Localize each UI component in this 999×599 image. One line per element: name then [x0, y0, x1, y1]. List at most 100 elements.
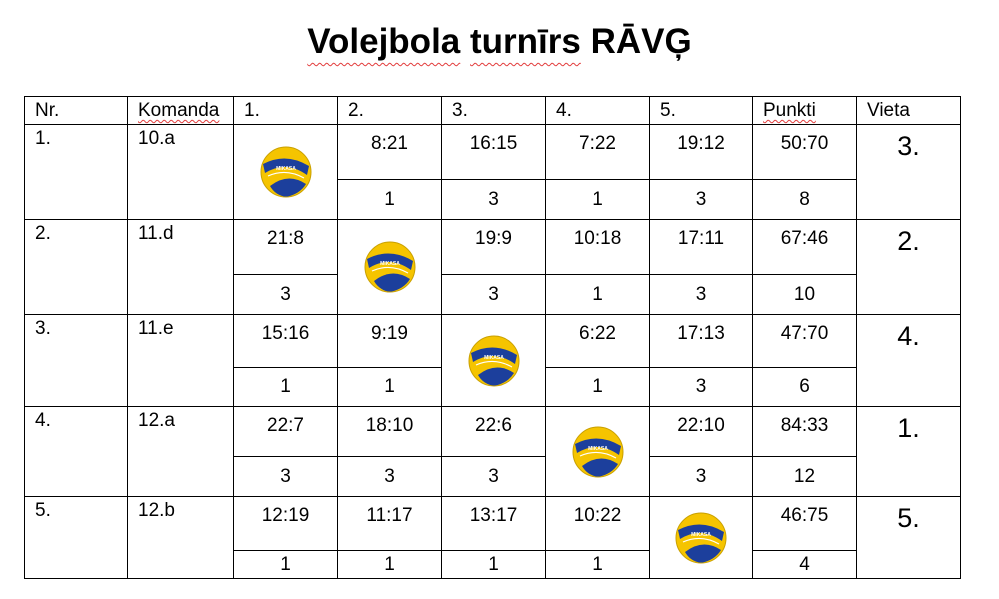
match-score: 19:12 [649, 124, 753, 180]
svg-text:MIKASA: MIKASA [276, 166, 296, 172]
table-row: 2. 11.d 21:8 MIKASA 19:9 10:18 17:11 67:46 2. [24, 219, 961, 315]
team-name: 12.a [127, 406, 234, 497]
match-points: 1 [545, 179, 650, 220]
match-points: 3 [649, 367, 753, 407]
header-row: Nr. Komanda 1. 2. 3. 4. 5. Punkti Vieta [24, 96, 961, 125]
title-word-3: RĀVĢ [590, 22, 692, 61]
total-points: 12 [752, 456, 857, 497]
team-name: 11.e [127, 314, 234, 407]
volleyball-icon: MIKASA [572, 426, 623, 477]
match-score: 9:19 [337, 314, 442, 368]
match-score: 22:6 [441, 406, 546, 457]
header-team: Komanda [127, 96, 234, 125]
total-score: 47:70 [752, 314, 857, 368]
title-word-2: turnīrs [470, 22, 581, 61]
volleyball-icon: MIKASA [675, 512, 727, 563]
team-place: 3. [856, 124, 961, 220]
header-points: Punkti [752, 96, 857, 125]
match-points: 1 [441, 550, 546, 579]
total-score: 84:33 [752, 406, 857, 457]
match-score: 12:19 [233, 496, 338, 551]
row-number: 5. [24, 496, 128, 579]
svg-text:MIKASA: MIKASA [588, 446, 608, 452]
header-game-1: 1. [233, 96, 338, 125]
self-match-cell: MIKASA [337, 219, 442, 315]
match-points: 3 [441, 179, 546, 220]
self-match-cell: MIKASA [545, 406, 650, 497]
row-number: 3. [24, 314, 128, 407]
match-points: 3 [233, 456, 338, 497]
match-score: 15:16 [233, 314, 338, 368]
match-score: 21:8 [233, 219, 338, 275]
team-place: 2. [856, 219, 961, 315]
total-points: 4 [752, 550, 857, 579]
row-number: 2. [24, 219, 128, 315]
header-game-4: 4. [545, 96, 650, 125]
match-score: 10:18 [545, 219, 650, 275]
svg-text:MIKASA: MIKASA [691, 532, 711, 538]
match-points: 1 [545, 550, 650, 579]
row-number: 1. [24, 124, 128, 220]
volleyball-icon: MIKASA [364, 241, 415, 293]
header-game-3: 3. [441, 96, 546, 125]
tournament-table: Nr. Komanda 1. 2. 3. 4. 5. Punkti Vieta … [24, 96, 961, 579]
match-score: 8:21 [337, 124, 442, 180]
header-game-5: 5. [649, 96, 753, 125]
table-row: 4. 12.a 22:7 18:10 22:6 MIKASA 22:10 84:33 1. [24, 406, 961, 497]
total-score: 50:70 [752, 124, 857, 180]
match-score: 16:15 [441, 124, 546, 180]
match-points: 1 [337, 367, 442, 407]
match-points: 1 [337, 179, 442, 220]
table-row-points: 3 3 3 3 12 [25, 456, 961, 497]
match-points: 1 [233, 367, 338, 407]
match-points: 1 [337, 550, 442, 579]
match-points: 1 [545, 274, 650, 315]
volleyball-icon: MIKASA [260, 146, 311, 198]
match-score: 10:22 [545, 496, 650, 551]
total-points: 8 [752, 179, 857, 220]
total-points: 10 [752, 274, 857, 315]
team-name: 10.a [127, 124, 234, 220]
match-points: 3 [441, 274, 546, 315]
table-row: 1. 10.a MIKASA 8:21 16:15 7:22 19:12 50:70 3. [24, 124, 961, 220]
self-match-cell: MIKASA [441, 314, 546, 407]
total-score: 67:46 [752, 219, 857, 275]
team-place: 1. [856, 406, 961, 497]
match-score: 13:17 [441, 496, 546, 551]
match-score: 7:22 [545, 124, 650, 180]
svg-text:MIKASA: MIKASA [484, 355, 504, 361]
match-points: 3 [649, 179, 753, 220]
match-score: 17:13 [649, 314, 753, 368]
header-game-2: 2. [337, 96, 442, 125]
table-row-points: 3 3 1 3 10 [25, 274, 961, 315]
match-points: 3 [441, 456, 546, 497]
match-points: 3 [233, 274, 338, 315]
match-score: 6:22 [545, 314, 650, 368]
match-points: 1 [233, 550, 338, 579]
header-place: Vieta [856, 96, 961, 125]
table-row: 3. 11.e 15:16 9:19 MIKASA 6:22 17:13 47:70 4. [24, 314, 961, 407]
team-name: 11.d [127, 219, 234, 315]
match-points: 3 [649, 456, 753, 497]
table-row: 5. 12.b 12:19 11:17 13:17 10:22 MIKASA 46:75 5. [24, 496, 961, 579]
title-word-1: Volejbola [307, 22, 461, 61]
match-points: 3 [649, 274, 753, 315]
total-points: 6 [752, 367, 857, 407]
match-points: 1 [545, 367, 650, 407]
match-score: 17:11 [649, 219, 753, 275]
volleyball-icon: MIKASA [468, 335, 519, 386]
team-name: 12.b [127, 496, 234, 579]
self-match-cell: MIKASA [233, 124, 338, 220]
match-score: 22:10 [649, 406, 753, 457]
svg-text:MIKASA: MIKASA [380, 261, 400, 267]
self-match-cell: MIKASA [649, 496, 753, 579]
match-score: 22:7 [233, 406, 338, 457]
match-score: 19:9 [441, 219, 546, 275]
header-nr: Nr. [24, 96, 128, 125]
page-title: Volejbola turnīrs RĀVĢ [0, 18, 999, 66]
match-score: 18:10 [337, 406, 442, 457]
row-number: 4. [24, 406, 128, 497]
